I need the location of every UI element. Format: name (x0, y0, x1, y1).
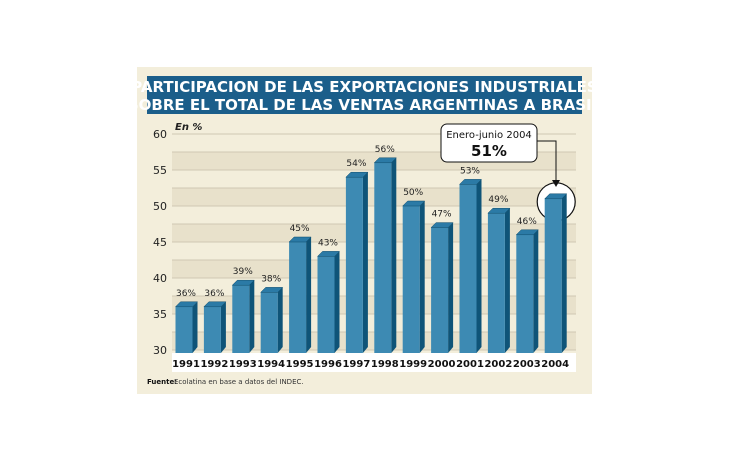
x-axis-band (172, 353, 576, 372)
annotation-line-2: 51% (471, 142, 507, 160)
y-tick-label: 60 (153, 128, 167, 141)
x-tick-label-1995: 1995 (286, 359, 314, 370)
bar-side-1999 (419, 201, 425, 353)
grid-band (172, 224, 576, 242)
x-tick-label-1991: 1991 (172, 359, 200, 370)
bar-2001 (459, 184, 477, 353)
x-tick-label-1993: 1993 (229, 359, 257, 370)
bar-top-1997 (345, 171, 369, 178)
bar-2000 (431, 227, 449, 353)
bar-side-1995 (306, 237, 312, 353)
x-tick-label-1994: 1994 (257, 359, 285, 370)
grid-band (172, 188, 576, 206)
source-label: Fuente: (147, 378, 177, 386)
bar-top-1994 (260, 287, 284, 293)
data-label-1992: 36% (204, 289, 224, 299)
bar-side-1992 (220, 301, 226, 353)
y-tick-label: 55 (153, 164, 167, 177)
bar-side-1993 (249, 280, 255, 353)
x-tick-label-1996: 1996 (314, 359, 342, 370)
x-tick-label-1998: 1998 (371, 359, 399, 370)
bar-1997 (345, 177, 363, 353)
data-label-2001: 53% (460, 166, 480, 176)
data-label-1998: 56% (375, 145, 395, 155)
bar-2004 (544, 198, 562, 353)
data-label-1994: 38% (261, 274, 281, 284)
bar-1992 (203, 306, 221, 353)
bar-1999 (402, 206, 420, 353)
bar-2003 (516, 234, 534, 353)
annotation-callout: Enero-junio 2004 51% (440, 123, 560, 187)
data-label-2000: 47% (432, 210, 452, 220)
x-tick-label-2001: 2001 (456, 359, 484, 370)
bar-1998 (374, 162, 392, 353)
data-label-2003: 46% (517, 217, 537, 227)
annotation-box (440, 123, 538, 163)
bar-side-1997 (362, 172, 368, 353)
data-label-1997: 54% (346, 159, 366, 169)
y-tick-label: 40 (153, 272, 167, 285)
data-label-2002: 49% (488, 195, 508, 205)
title-line-1: PARTICIPACION DE LAS EXPORTACIONES INDUS… (131, 78, 597, 96)
bar-top-1995 (288, 236, 312, 243)
bar-top-2000 (430, 222, 454, 228)
title-bar (147, 76, 582, 114)
bar-1996 (317, 256, 335, 353)
x-tick-label-1997: 1997 (342, 359, 370, 370)
bar-top-1998 (373, 157, 397, 164)
bar-1993 (232, 285, 250, 353)
data-label-1995: 45% (290, 224, 310, 234)
bar-top-2004 (544, 193, 568, 200)
x-tick-label-1992: 1992 (200, 359, 228, 370)
x-tick-label-2000: 2000 (428, 359, 456, 370)
bar-top-2001 (458, 179, 483, 185)
bar-side-2002 (504, 208, 510, 353)
bar-side-2003 (533, 229, 539, 353)
annotation-line-1: Enero-junio 2004 (446, 130, 532, 141)
y-axis-label: En % (175, 122, 202, 133)
bar-top-2003 (515, 229, 539, 236)
data-label-1999: 50% (403, 188, 423, 198)
data-label-1996: 43% (318, 238, 338, 248)
source-text: Ecolatina en base a datos del INDEC. (174, 378, 304, 386)
bar-top-1999 (402, 200, 426, 207)
bar-side-1991 (192, 301, 198, 353)
x-tick-label-1999: 1999 (399, 359, 427, 370)
bar-1994 (260, 292, 278, 353)
bar-side-1998 (391, 157, 397, 353)
annotation-arrow-line (537, 140, 557, 181)
y-tick-label: 50 (153, 200, 167, 213)
bar-top-1996 (316, 251, 341, 257)
bar-top-1991 (174, 301, 199, 308)
y-tick-label: 35 (153, 308, 167, 321)
bar-side-2000 (448, 222, 454, 353)
x-tick-label-2004: 2004 (541, 359, 569, 370)
bar-top-2002 (487, 207, 511, 214)
data-label-1993: 39% (233, 267, 253, 277)
data-label-1991: 36% (176, 289, 196, 299)
bar-side-1994 (277, 287, 283, 353)
bar-top-1993 (231, 279, 255, 286)
bar-side-2001 (476, 179, 482, 353)
title-line-2: SOBRE EL TOTAL DE LAS VENTAS ARGENTINAS … (128, 96, 602, 114)
bar-top-1992 (203, 301, 227, 308)
x-tick-label-2002: 2002 (484, 359, 512, 370)
bar-1991 (175, 306, 193, 353)
bar-1995 (289, 242, 307, 353)
bar-2002 (487, 213, 505, 353)
y-tick-label: 30 (153, 344, 167, 357)
bar-side-2004 (561, 193, 567, 353)
x-tick-label-2003: 2003 (513, 359, 541, 370)
bar-side-1996 (334, 251, 340, 353)
y-tick-label: 45 (153, 236, 167, 249)
annotation-arrow-head (552, 180, 560, 187)
